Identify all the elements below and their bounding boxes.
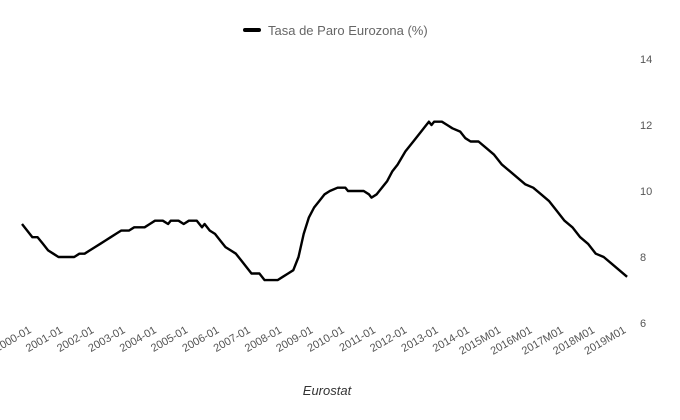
y-tick-label: 10 [640, 186, 652, 198]
x-axis: 2000-012001-012002-012003-012004-012005-… [0, 324, 628, 357]
y-axis: 6 8 10 12 14 [640, 54, 652, 330]
y-tick-label: 12 [640, 120, 652, 132]
legend: Tasa de Paro Eurozona (%) [243, 23, 428, 38]
series-line-tasa-de-paro [21, 120, 628, 282]
y-tick-label: 8 [640, 252, 646, 264]
x-axis-label: Eurostat [303, 383, 353, 398]
y-tick-label: 6 [640, 318, 646, 330]
legend-label: Tasa de Paro Eurozona (%) [268, 23, 428, 38]
y-tick-label: 14 [640, 54, 652, 66]
